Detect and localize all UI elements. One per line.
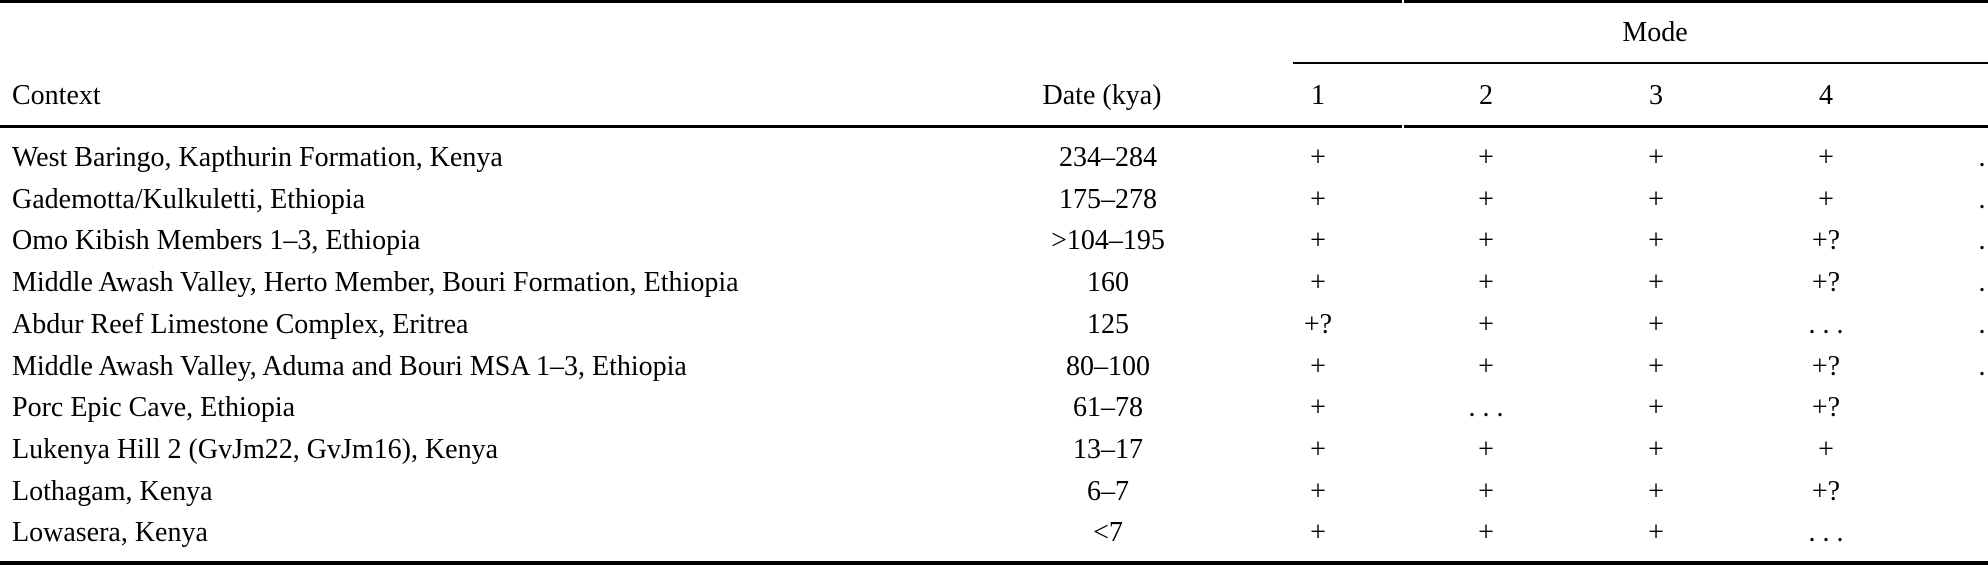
mode-3-cell: + <box>1648 308 1664 340</box>
mode-4-cell: . . . <box>1808 308 1844 340</box>
mode-2-cell: + <box>1478 267 1494 299</box>
header-mode-1: 1 <box>1311 80 1325 111</box>
header-mode-4: 4 <box>1819 80 1833 111</box>
mode-3-cell: + <box>1648 225 1664 257</box>
mode-2-cell: + <box>1478 350 1494 382</box>
mode-5-cell: . . . <box>1978 142 1988 173</box>
mode-2-cell: + <box>1478 183 1494 215</box>
context-cell: Porc Epic Cave, Ethiopia <box>12 392 296 424</box>
mode-3-cell: + <box>1648 183 1664 215</box>
mode-3-cell: + <box>1648 392 1664 424</box>
context-cell: West Baringo, Kapthurin Formation, Kenya <box>12 142 503 173</box>
header-date: Date (kya) <box>1042 80 1162 111</box>
rule-gap <box>1402 125 1404 128</box>
mode-3-cell: + <box>1648 350 1664 382</box>
mode-5-cell: . . . <box>1978 267 1988 299</box>
mode-4-cell: + <box>1818 433 1834 465</box>
header-context: Context <box>12 80 101 111</box>
mode-2-cell: + <box>1478 517 1494 549</box>
mode-1-cell: + <box>1310 142 1326 173</box>
mode-1-cell: +? <box>1303 308 1333 340</box>
header-mode-2: 2 <box>1479 80 1493 111</box>
mode-3-cell: + <box>1648 475 1664 507</box>
header-mode-3: 3 <box>1649 80 1663 111</box>
date-cell: 6–7 <box>1087 475 1129 507</box>
mode-4-cell: +? <box>1811 225 1841 257</box>
mode-2-cell: . . . <box>1468 392 1504 424</box>
mode-2-cell: + <box>1478 475 1494 507</box>
mode-4-cell: + <box>1818 183 1834 215</box>
mode-1-cell: + <box>1310 350 1326 382</box>
date-cell: 234–284 <box>1059 142 1157 173</box>
mode-5-cell: . . . <box>1978 308 1988 340</box>
context-cell: Middle Awash Valley, Herto Member, Bouri… <box>12 267 739 299</box>
mode-4-cell: +? <box>1811 350 1841 382</box>
mode-2-cell: + <box>1478 225 1494 257</box>
mode-1-cell: + <box>1310 433 1326 465</box>
date-cell: <7 <box>1093 517 1123 549</box>
mode-4-cell: +? <box>1811 392 1841 424</box>
context-cell: Lothagam, Kenya <box>12 475 213 507</box>
date-cell: 125 <box>1087 308 1129 340</box>
context-cell: Omo Kibish Members 1–3, Ethiopia <box>12 225 421 257</box>
mode-4-cell: +? <box>1811 267 1841 299</box>
context-cell: Lukenya Hill 2 (GvJm22, GvJm16), Kenya <box>12 433 499 465</box>
date-cell: 160 <box>1087 267 1129 299</box>
mode-4-cell: + <box>1818 142 1834 173</box>
date-cell: >104–195 <box>1051 225 1165 257</box>
date-cell: 61–78 <box>1073 392 1143 424</box>
mode-2-cell: + <box>1478 308 1494 340</box>
mode-1-cell: + <box>1310 517 1326 549</box>
date-cell: 13–17 <box>1073 433 1143 465</box>
date-cell: 175–278 <box>1059 183 1157 215</box>
context-cell: Gademotta/Kulkuletti, Ethiopia <box>12 183 366 215</box>
mode-3-cell: + <box>1648 433 1664 465</box>
mode-1-cell: + <box>1310 225 1326 257</box>
context-cell: Abdur Reef Limestone Complex, Eritrea <box>12 308 469 340</box>
mode-3-cell: + <box>1648 517 1664 549</box>
mode-1-cell: + <box>1310 475 1326 507</box>
mode-2-cell: + <box>1478 142 1494 173</box>
mode-2-cell: + <box>1478 433 1494 465</box>
mode-rule <box>1293 62 1988 64</box>
mode-1-cell: + <box>1310 267 1326 299</box>
mode-1-cell: + <box>1310 183 1326 215</box>
context-cell: Middle Awash Valley, Aduma and Bouri MSA… <box>12 350 687 382</box>
mode-3-cell: + <box>1648 267 1664 299</box>
mode-4-cell: . . . <box>1808 517 1844 549</box>
mode-4-cell: +? <box>1811 475 1841 507</box>
date-cell: 80–100 <box>1066 350 1150 382</box>
context-cell: Lowasera, Kenya <box>12 517 208 549</box>
mode-5-cell: . . . <box>1978 350 1988 382</box>
mode-3-cell: + <box>1648 142 1664 173</box>
top-rule <box>0 0 1988 3</box>
bottom-rule <box>0 561 1988 565</box>
mode-1-cell: + <box>1310 392 1326 424</box>
header-rule <box>0 125 1988 128</box>
mode-group-header: Mode <box>1622 17 1688 48</box>
mode-5-cell: . . . <box>1978 183 1988 215</box>
mode-5-cell: . . . <box>1978 225 1988 257</box>
rule-gap <box>1402 0 1404 3</box>
